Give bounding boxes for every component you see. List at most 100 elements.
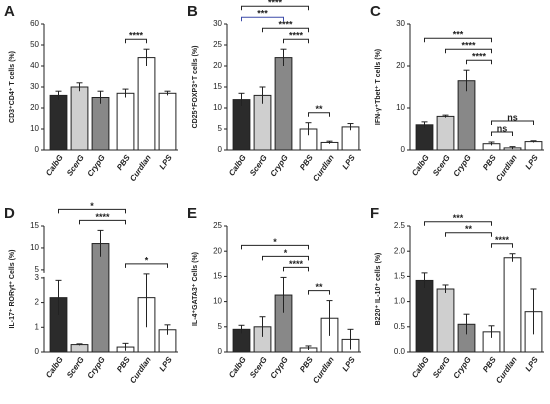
y-axis-label: CD3⁺CD4⁺ T cells (%) <box>9 51 16 123</box>
significance-bracket <box>58 208 126 214</box>
y-axis-label: B220⁺ IL-10⁺ cells (%) <box>375 253 382 326</box>
significance-label: * <box>145 255 149 265</box>
y-tick-label: 30 <box>396 19 405 28</box>
x-tick-label: Curdlan <box>311 153 336 183</box>
significance-bracket <box>424 221 492 226</box>
x-tick-label: LPS <box>341 355 358 373</box>
significance-label: *** <box>453 30 464 40</box>
significance-label: * <box>284 248 288 258</box>
significance-label: ** <box>315 104 323 114</box>
x-tick-label: PBS <box>115 153 132 172</box>
y-tick-label: 2.0 <box>394 246 406 255</box>
bar <box>70 344 89 353</box>
bar <box>415 124 434 151</box>
y-tick-label: 1 <box>35 322 40 331</box>
significance-bracket <box>241 5 309 11</box>
x-tick-label: CalbG <box>227 355 248 379</box>
y-tick-label: 10 <box>30 124 39 133</box>
x-tick-label: CrypG <box>268 355 289 380</box>
y-tick-label: 5 <box>35 265 40 274</box>
x-tick-label: PBS <box>298 355 315 374</box>
significance-bracket <box>262 27 309 33</box>
y-tick-label: 5 <box>218 322 223 331</box>
y-tick-label: 30 <box>30 82 39 91</box>
significance-label: *** <box>453 213 464 223</box>
x-tick-label: Curdlan <box>128 153 153 183</box>
bar <box>232 99 251 151</box>
x-tick-label: LPS <box>158 153 175 171</box>
significance-label: **** <box>289 259 304 269</box>
y-tick-label: 25 <box>213 221 222 230</box>
x-tick-label: CalbG <box>410 355 431 379</box>
y-tick-label: 0 <box>218 145 223 154</box>
significance-bracket <box>262 255 309 261</box>
y-tick-label: 0 <box>401 145 406 154</box>
x-tick-label: ScerG <box>65 355 86 379</box>
x-tick-label: ScerG <box>431 355 452 379</box>
y-tick-label: 0 <box>35 347 40 356</box>
significance-label: **** <box>278 20 293 30</box>
panel-label: A <box>4 3 15 20</box>
significance-label: **** <box>461 41 476 51</box>
y-tick-label: 15 <box>213 272 222 281</box>
x-tick-label: Curdlan <box>494 355 519 385</box>
significance-label: **** <box>129 31 144 41</box>
y-tick-label: 15 <box>30 221 39 230</box>
bar <box>116 92 135 151</box>
x-tick-label: PBS <box>115 355 132 374</box>
y-tick-label: 0.0 <box>394 347 406 356</box>
significance-bracket <box>241 244 309 250</box>
bar <box>436 288 455 353</box>
bar <box>137 57 156 151</box>
y-tick-label: 2.5 <box>394 221 406 230</box>
y-axis-label: CD25⁺FOXP3⁺T cells (%) <box>192 46 199 129</box>
bar <box>524 141 543 151</box>
panel-label: F <box>370 205 379 222</box>
significance-bracket <box>491 243 513 248</box>
x-tick-label: CrypG <box>85 153 106 178</box>
significance-label: **** <box>95 212 110 222</box>
bar <box>503 257 522 353</box>
y-axis-label: IL-17⁺ RORγt⁺ Cells (%) <box>9 250 16 329</box>
y-tick-label: 10 <box>30 243 39 252</box>
significance-label: ns <box>497 123 508 133</box>
x-tick-label: CalbG <box>44 153 65 177</box>
significance-label: *** <box>257 9 268 19</box>
x-tick-label: PBS <box>481 153 498 172</box>
x-tick-label: CalbG <box>227 153 248 177</box>
x-tick-label: LPS <box>158 355 175 373</box>
y-tick-label: 1.5 <box>394 272 406 281</box>
bar <box>415 279 434 353</box>
y-axis-label: IFN-γ⁺Tbet⁺ T cells (%) <box>375 49 382 125</box>
y-tick-label: 40 <box>30 61 39 70</box>
significance-bracket <box>308 290 330 295</box>
significance-bracket <box>308 112 330 117</box>
bar <box>49 94 68 151</box>
x-tick-label: LPS <box>524 355 541 373</box>
x-tick-label: ScerG <box>65 153 86 177</box>
significance-bracket <box>125 38 147 44</box>
y-tick-label: 25 <box>213 40 222 49</box>
panel-label: D <box>4 205 15 222</box>
y-tick-label: 0 <box>35 145 40 154</box>
x-tick-label: Curdlan <box>494 153 519 183</box>
significance-label: ** <box>315 282 323 292</box>
y-tick-label: 3 <box>35 273 40 282</box>
significance-label: ns <box>507 112 518 122</box>
x-tick-label: CrypG <box>451 355 472 380</box>
significance-bracket <box>491 120 534 126</box>
significance-bracket <box>79 219 126 225</box>
x-tick-label: ScerG <box>248 153 269 177</box>
y-tick-label: 20 <box>396 61 405 70</box>
y-tick-label: 0 <box>218 347 223 356</box>
y-tick-label: 20 <box>30 103 39 112</box>
x-tick-label: LPS <box>524 153 541 171</box>
x-tick-label: CalbG <box>44 355 65 379</box>
x-tick-label: CrypG <box>268 153 289 178</box>
y-tick-label: 50 <box>30 40 39 49</box>
y-axis-label: IL-4⁺GATA3⁺ Cells (%) <box>192 252 199 326</box>
bar <box>158 92 177 151</box>
y-tick-label: 10 <box>396 103 405 112</box>
x-tick-label: Curdlan <box>128 355 153 385</box>
